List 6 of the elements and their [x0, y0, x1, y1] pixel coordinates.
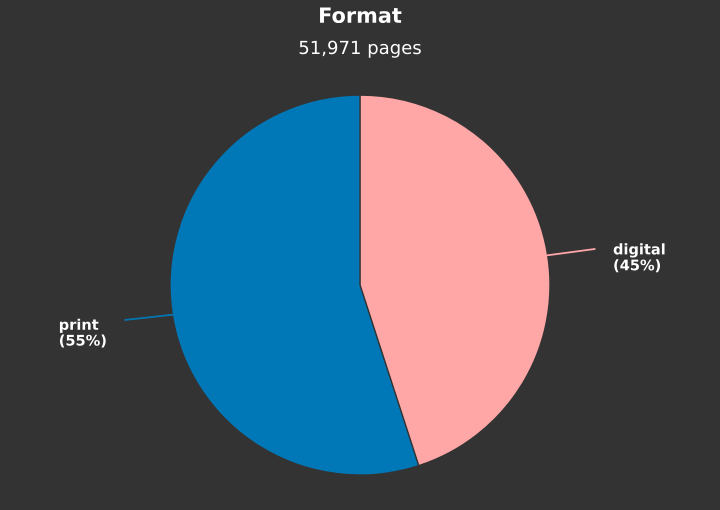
chart-subtitle: 51,971 pages [300, 40, 421, 58]
data-label: (45%) [614, 259, 660, 272]
chart-title: Format [320, 8, 402, 24]
legend-label: digital [614, 243, 664, 258]
data-label: (55%) [60, 334, 106, 348]
slice-label: print [60, 318, 98, 333]
